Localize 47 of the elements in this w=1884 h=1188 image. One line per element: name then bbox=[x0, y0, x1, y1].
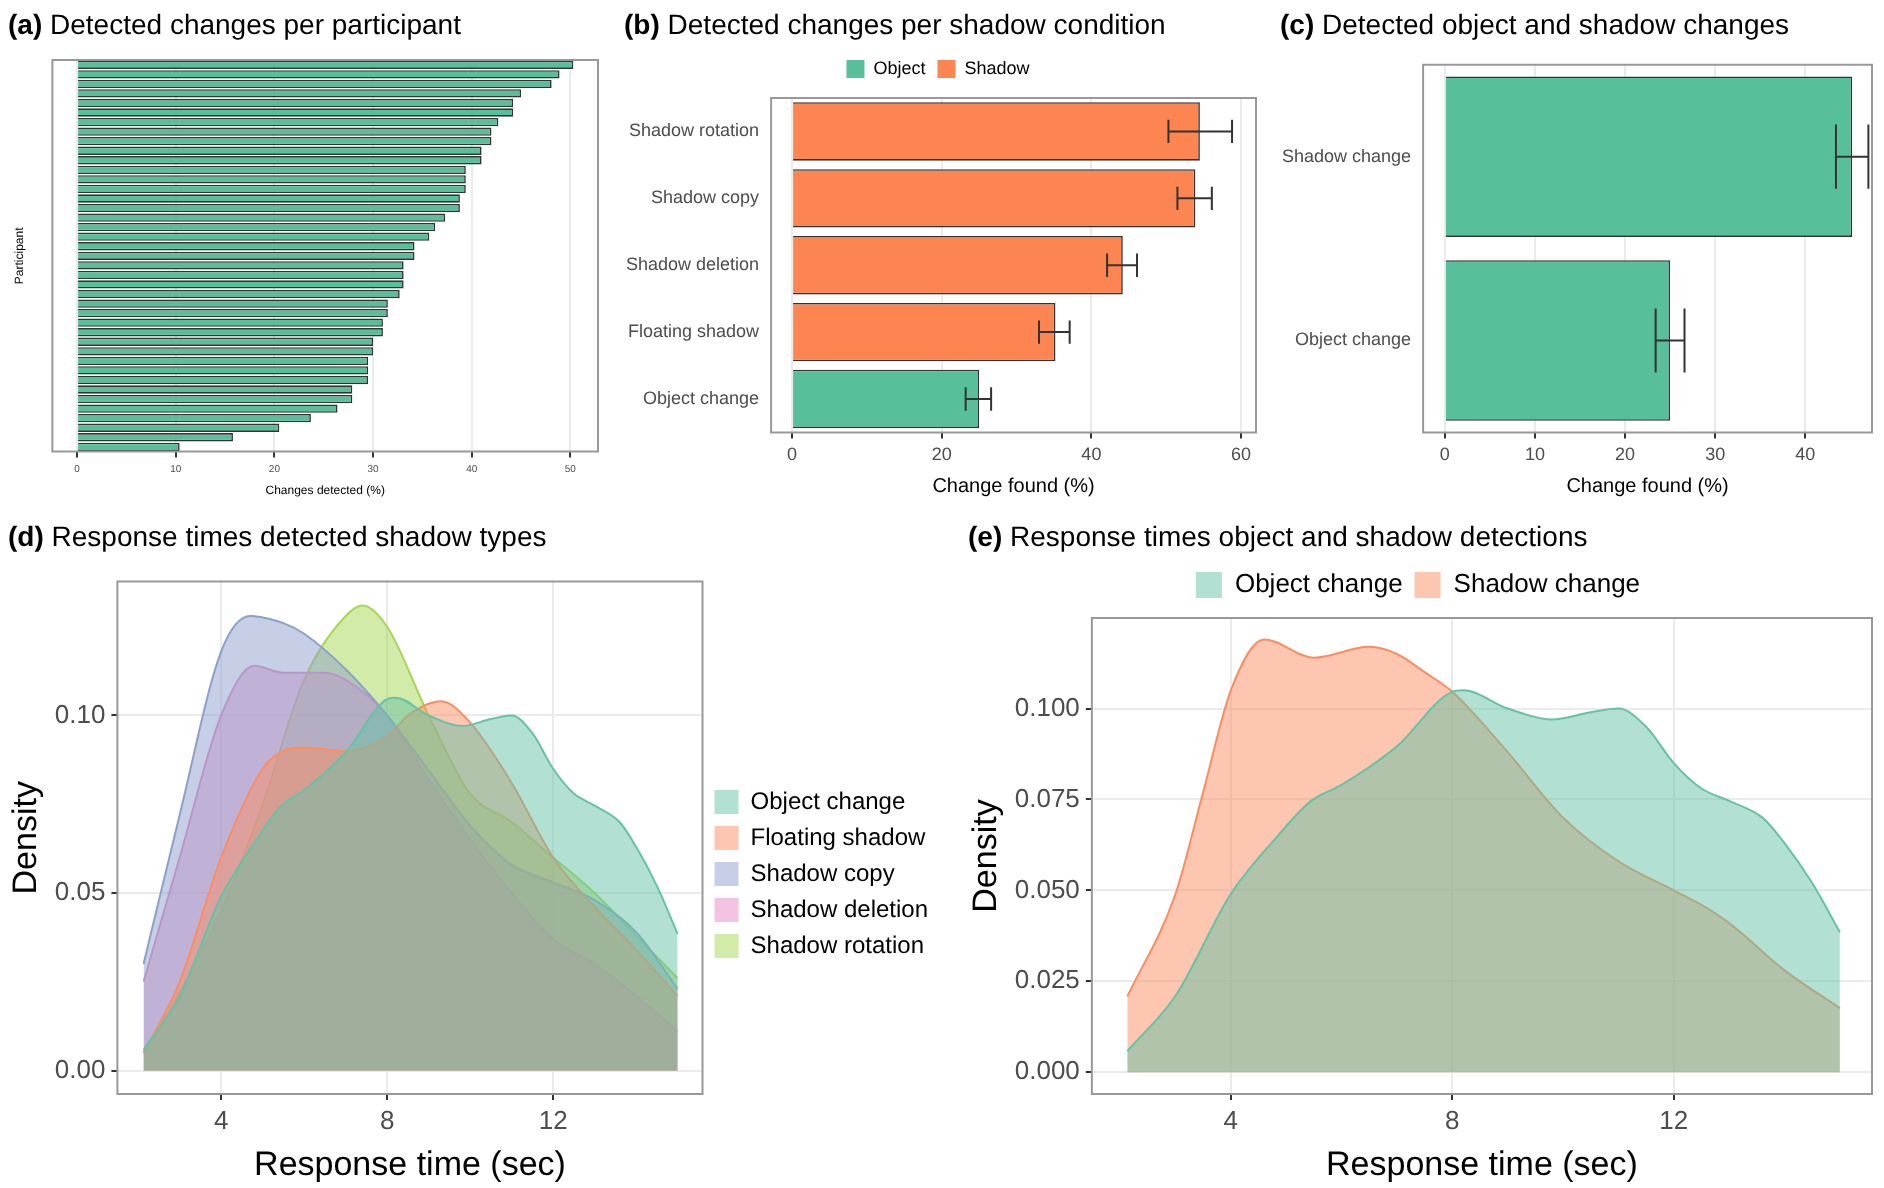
y-tick-label: 0.075 bbox=[1014, 782, 1080, 813]
x-axis-title: Change found (%) bbox=[932, 475, 1095, 498]
x-tick-label: 0 bbox=[1439, 444, 1450, 465]
legend-label: Shadow deletion bbox=[750, 894, 928, 923]
y-tick-label: 0.050 bbox=[1014, 873, 1080, 904]
y-axis-title: Density bbox=[5, 780, 44, 895]
y-tick-label: Shadow deletion bbox=[625, 254, 760, 275]
chart-title: (a) Detected changes per participant bbox=[8, 8, 461, 40]
x-tick-label: 12 bbox=[1659, 1104, 1689, 1135]
y-tick-label: 0.000 bbox=[1014, 1055, 1080, 1086]
legend-label: Floating shadow bbox=[750, 822, 926, 851]
x-tick-label: 0 bbox=[787, 444, 798, 465]
y-axis-title: Density bbox=[965, 798, 1004, 913]
x-tick-label: 8 bbox=[379, 1104, 395, 1135]
x-tick-label: 30 bbox=[1705, 444, 1726, 465]
legend-label: Shadow change bbox=[1453, 568, 1641, 599]
y-tick-label: Object change bbox=[643, 387, 760, 408]
legend-label: Shadow rotation bbox=[750, 930, 924, 959]
chart-title: (d) Response times detected shadow types bbox=[8, 520, 547, 552]
y-tick-label: Floating shadow bbox=[628, 321, 761, 342]
x-axis-title: Response time (sec) bbox=[1326, 1144, 1638, 1183]
y-tick-label: 0.100 bbox=[1014, 691, 1080, 722]
x-tick-label: 4 bbox=[1223, 1104, 1239, 1135]
y-tick-label: 0.00 bbox=[54, 1053, 106, 1084]
x-tick-label: 20 bbox=[1615, 444, 1636, 465]
x-tick-label: 40 bbox=[1795, 444, 1816, 465]
y-tick-label: Shadow rotation bbox=[629, 120, 760, 141]
x-tick-label: 12 bbox=[538, 1104, 568, 1135]
x-tick-label: 4 bbox=[213, 1104, 229, 1135]
legend-label: Object change bbox=[750, 786, 906, 815]
y-tick-label: 0.05 bbox=[54, 876, 106, 907]
x-tick-label: 20 bbox=[931, 444, 952, 465]
x-axis-title: Change found (%) bbox=[1566, 475, 1729, 498]
y-tick-label: 0.10 bbox=[54, 698, 106, 729]
y-tick-label: Shadow copy bbox=[651, 187, 761, 208]
chart-title: (b) Detected changes per shadow condition bbox=[624, 8, 1166, 40]
x-tick-label: 8 bbox=[1445, 1104, 1460, 1135]
x-axis-title: Response time (sec) bbox=[254, 1144, 566, 1183]
chart-title: (c) Detected object and shadow changes bbox=[1280, 8, 1790, 40]
legend-label: Shadow copy bbox=[750, 858, 895, 887]
x-tick-label: 40 bbox=[1081, 444, 1102, 465]
y-tick-label: 0.025 bbox=[1014, 964, 1080, 995]
legend-label: Object bbox=[873, 57, 927, 78]
x-tick-label: 10 bbox=[1524, 444, 1545, 465]
chart-title: (e) Response times object and shadow detections bbox=[968, 520, 1588, 552]
legend-label: Shadow bbox=[964, 57, 1031, 78]
x-tick-label: 60 bbox=[1231, 444, 1252, 465]
